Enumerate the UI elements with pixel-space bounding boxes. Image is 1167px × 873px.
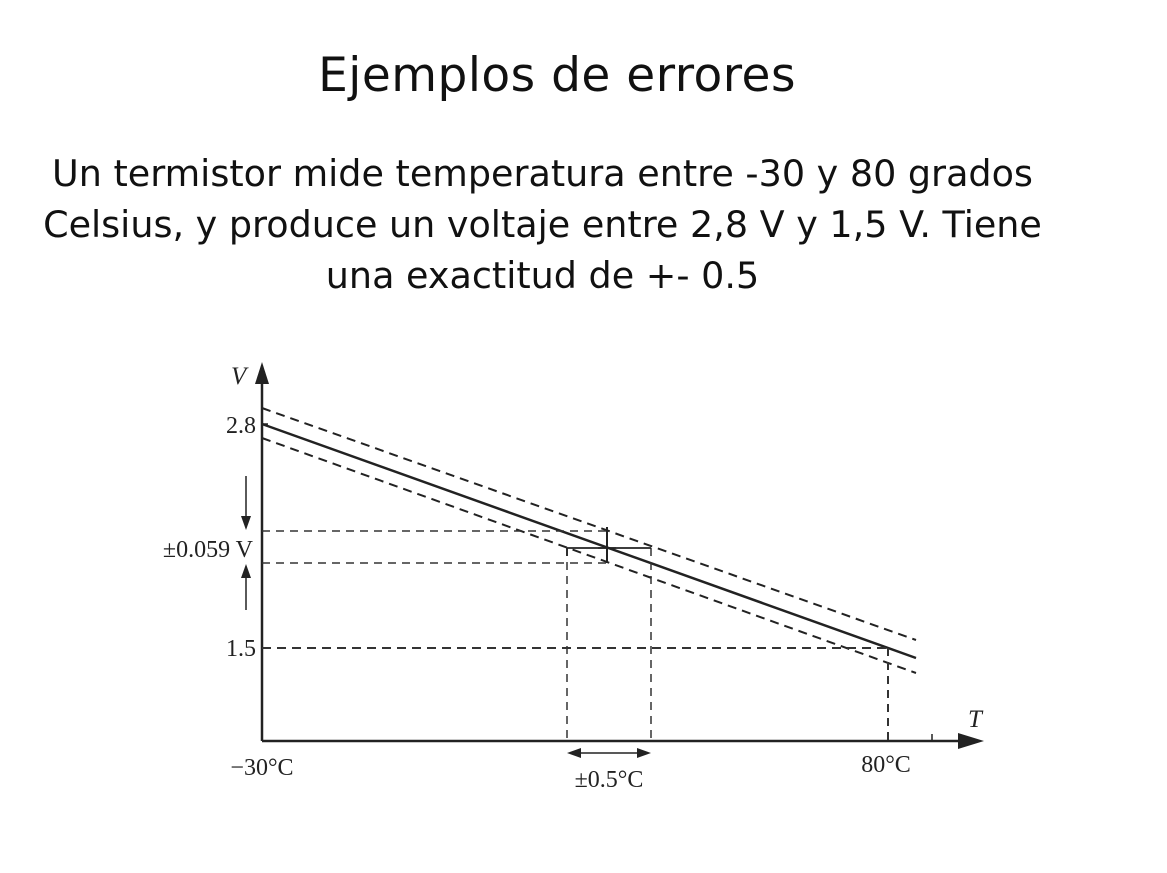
y-axis-arrowhead [255,362,269,384]
voltage-error-label: ±0.059 V [163,537,254,563]
y-axis-label: V [231,363,249,390]
x-axis-arrowhead [958,733,984,749]
voltage-error-arrowhead-up [241,564,251,578]
voltage-error-arrowhead-down [241,516,251,530]
temp-error-arrowhead-right [637,748,651,758]
slide-body-text: Un termistor mide temperatura entre -30 … [43,152,1042,297]
upper-tolerance-line [261,407,917,641]
temp-error-label: ±0.5°C [575,767,644,793]
slide-title: Ejemplos de errores [318,48,796,103]
t-low-label: −30°C [230,755,293,781]
temp-error-arrowhead-left [567,748,581,758]
characteristic-line [261,422,917,660]
v-low-label: 1.5 [226,636,256,662]
x-axis-label: T [968,706,984,733]
lower-tolerance-line [261,437,917,674]
t-high-label: 80°C [861,752,911,778]
v-high-label: 2.8 [226,413,256,439]
